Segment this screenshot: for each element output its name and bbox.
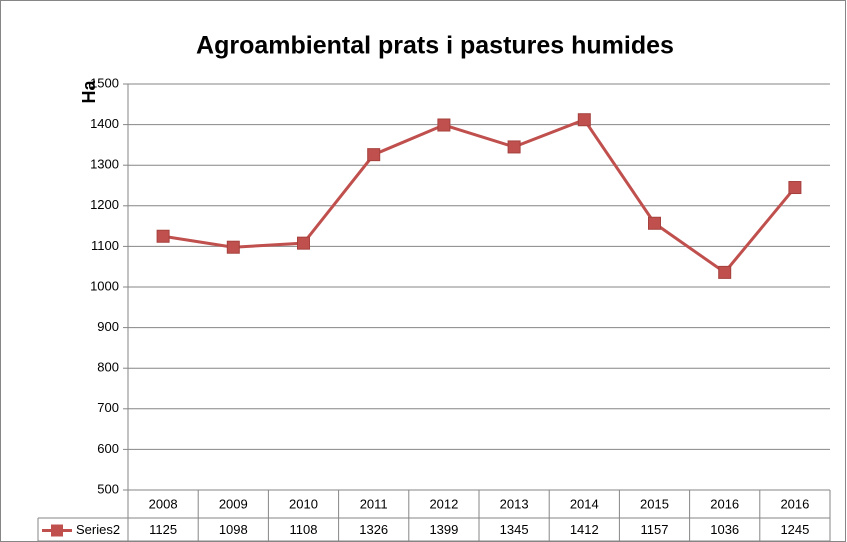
series-line: [162, 117, 797, 275]
marker: [297, 236, 310, 250]
legend-key-marker: [51, 524, 63, 537]
table-value: 1326: [359, 522, 388, 537]
table-value: 1399: [429, 522, 458, 537]
marker: [367, 148, 381, 162]
table-value: 1412: [570, 522, 599, 537]
y-tick-label: 600: [97, 441, 119, 456]
x-tick-label: 2010: [289, 496, 318, 511]
chart-title: Agroambiental prats i pastures humides: [196, 32, 674, 60]
y-axis-label: Ha: [79, 80, 99, 104]
x-tick-label: 2014: [570, 496, 599, 511]
y-tick-label: 1500: [90, 75, 119, 90]
marker: [788, 181, 802, 195]
table-value: 1108: [290, 522, 318, 537]
x-tick-label: 2011: [360, 496, 388, 511]
y-tick-label: 1200: [90, 197, 119, 212]
marker: [226, 240, 240, 254]
y-tick-label: 1300: [90, 157, 119, 172]
marker: [507, 140, 521, 154]
legend-label: Series2: [76, 522, 120, 537]
table-value: 1125: [149, 522, 177, 537]
marker: [156, 229, 170, 243]
x-tick-label: 2008: [149, 496, 178, 511]
marker: [577, 113, 591, 127]
table-value: 1245: [780, 522, 809, 537]
marker: [437, 118, 451, 132]
x-tick-label: 2016: [780, 496, 809, 511]
table-value: 1098: [219, 522, 248, 537]
marker: [648, 216, 661, 230]
x-tick-label: 2012: [429, 496, 458, 511]
y-tick-label: 500: [97, 481, 119, 496]
y-tick-label: 1100: [91, 238, 119, 253]
y-tick-label: 700: [97, 400, 119, 415]
y-tick-label: 800: [97, 360, 119, 375]
x-tick-label: 2016: [710, 496, 739, 511]
table-value: 1157: [641, 522, 669, 537]
x-tick-label: 2013: [500, 496, 529, 511]
marker: [718, 265, 732, 279]
x-tick-label: 2015: [640, 496, 669, 511]
y-tick-label: 1400: [90, 116, 119, 131]
table-value: 1036: [710, 522, 739, 537]
table-value: 1345: [500, 522, 529, 537]
x-tick-label: 2009: [219, 496, 248, 511]
y-tick-label: 900: [97, 319, 119, 334]
y-tick-label: 1000: [90, 278, 119, 293]
